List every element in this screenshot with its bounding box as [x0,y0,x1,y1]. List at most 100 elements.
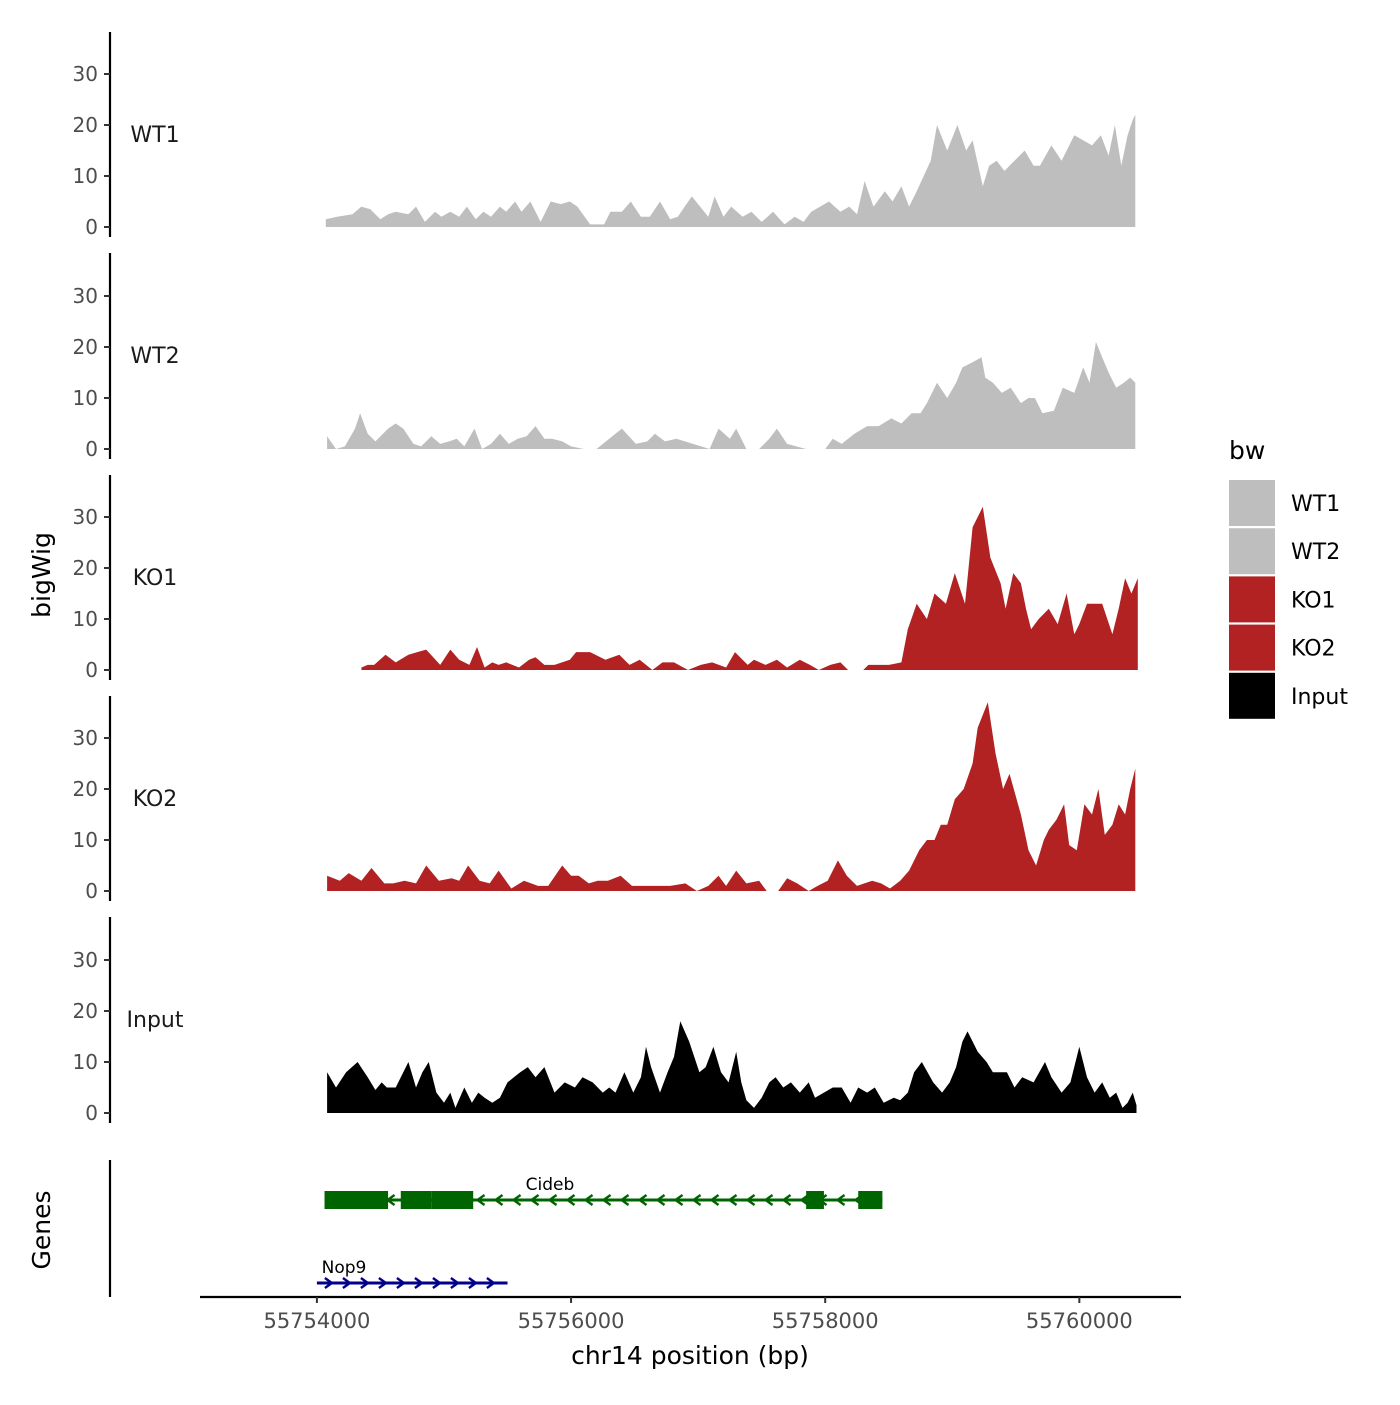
strand-arrow [529,1194,540,1206]
gene-name-label: Cideb [526,1175,575,1195]
y-tick-label: 0 [85,1101,98,1125]
area-wt2 [327,341,1136,449]
track-label-wt2: WT2 [130,344,179,369]
strand-arrow [396,1277,406,1289]
strand-arrow [673,1194,684,1206]
legend-entry-input: Input [1229,672,1348,719]
y-tick-label: 20 [73,335,98,359]
x-tick-label: 55754000 [263,1309,370,1333]
y-tick-label: 0 [85,437,98,461]
exon [806,1191,824,1209]
y-tick-label: 10 [73,164,98,188]
legend-label: Input [1291,685,1348,710]
strand-arrow [583,1194,594,1206]
y-tick-label: 10 [73,386,98,410]
strand-arrow [781,1194,792,1206]
axes-layer: 0 10 20 30 0 10 20 30 0 10 20 30 0 10 20 30 0 10 20 30 55754… [73,32,1181,1333]
legend-swatch [1229,672,1275,719]
track-label-input: Input [127,1008,184,1033]
track-wt1: WT1 [130,114,1136,227]
y-tick-label: 0 [85,879,98,903]
legend: bw WT1 WT2 KO1 KO2 Input [1229,436,1348,719]
legend-title: bw [1229,436,1265,465]
legend-entry-wt2: WT2 [1229,528,1340,575]
y-tick-label: 10 [73,607,98,631]
legend-label: KO1 [1291,588,1336,613]
area-wt1 [325,114,1136,227]
y-tick-label: 0 [85,215,98,239]
gene-nop9: Nop9 [316,1258,508,1289]
strand-arrow [727,1194,738,1206]
x-tick-label: 55756000 [518,1309,625,1333]
y-tick-label: 20 [73,556,98,580]
strand-arrow [691,1194,702,1206]
strand-arrow [360,1277,370,1289]
strand-arrow [709,1194,720,1206]
track-label-ko2: KO2 [133,787,178,812]
strand-arrow [378,1277,388,1289]
y-tick-label: 20 [73,113,98,137]
strand-arrow [342,1277,352,1289]
gene-name-label: Nop9 [322,1258,367,1278]
strand-arrow [493,1194,504,1206]
y-tick-label: 30 [73,62,98,86]
legend-swatch [1229,528,1275,575]
strand-arrow [763,1194,774,1206]
legend-swatch [1229,624,1275,671]
exon [858,1191,883,1209]
strand-arrow [547,1194,558,1206]
gene-cideb: Cideb [324,1175,883,1209]
legend-label: KO2 [1291,637,1336,662]
exon [431,1191,474,1209]
genes-layer: Cideb Nop9 [316,1175,883,1289]
legend-label: WT2 [1291,540,1340,565]
area-ko2 [327,702,1136,891]
y-tick-label: 0 [85,658,98,682]
strand-arrow [475,1194,486,1206]
track-input: Input [127,1008,1137,1113]
strand-arrow [601,1194,612,1206]
y-tick-label: 30 [73,505,98,529]
track-ko2: KO2 [133,702,1136,891]
y-axis-title: bigWig [27,532,56,618]
x-tick-label: 55758000 [772,1309,879,1333]
y-tick-label: 30 [73,284,98,308]
strand-arrow [637,1194,648,1206]
y-tick-label: 30 [73,726,98,750]
x-axis-title: chr14 position (bp) [571,1341,809,1370]
strand-arrow [745,1194,756,1206]
strand-arrow [511,1194,522,1206]
y-tick-label: 10 [73,1050,98,1074]
track-wt2: WT2 [130,341,1136,449]
strand-arrow [414,1277,424,1289]
track-label-ko1: KO1 [133,566,178,591]
strand-arrow [619,1194,630,1206]
track-label-wt1: WT1 [130,123,179,148]
legend-entry-ko2: KO2 [1229,624,1336,671]
area-ko1 [361,506,1138,670]
track-ko1: KO1 [133,506,1138,670]
tracks-layer: WT1 WT2 KO1 KO2 Input [127,114,1138,1113]
genes-track-title: Genes [27,1190,56,1269]
legend-entry-wt1: WT1 [1229,480,1340,526]
y-tick-label: 10 [73,828,98,852]
y-tick-label: 20 [73,777,98,801]
y-tick-label: 20 [73,999,98,1023]
area-input [327,1021,1137,1113]
strand-arrow [432,1277,442,1289]
strand-arrow [655,1194,666,1206]
strand-arrow [486,1277,496,1289]
exon [400,1191,432,1209]
x-tick-label: 55760000 [1026,1309,1133,1333]
strand-arrow [450,1277,460,1289]
legend-swatch [1229,576,1275,623]
legend-label: WT1 [1291,492,1340,517]
strand-arrow [565,1194,576,1206]
strand-arrow [835,1194,846,1206]
y-tick-label: 30 [73,948,98,972]
strand-arrow [324,1277,334,1289]
strand-arrow [468,1277,478,1289]
legend-entry-ko1: KO1 [1229,576,1336,623]
